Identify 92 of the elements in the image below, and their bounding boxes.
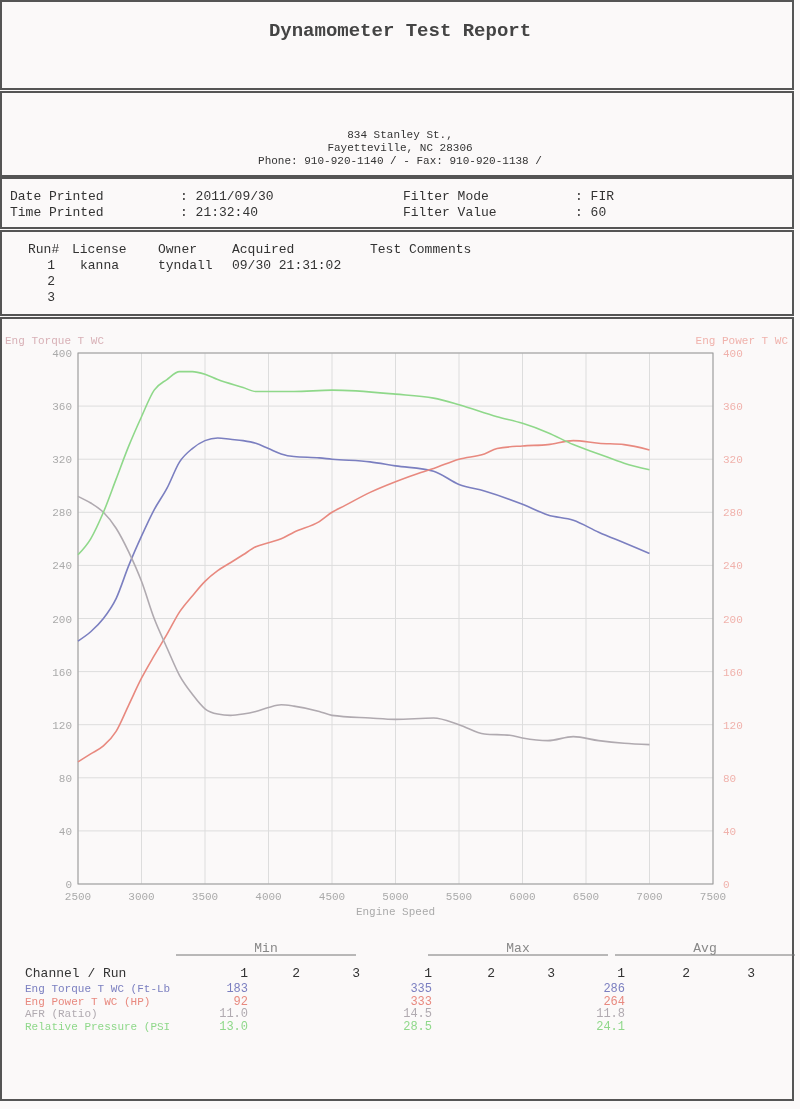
y-tick-label: 280: [52, 507, 72, 520]
text: 3: [547, 966, 555, 981]
y-tick-label: 40: [58, 825, 72, 838]
y-tick-label: 360: [52, 401, 72, 414]
text: : 2011/09/30: [180, 189, 274, 204]
text: 264: [603, 994, 625, 1009]
x-tick-label: 6000: [509, 891, 536, 903]
text: 1: [424, 966, 433, 981]
text: Min: [254, 941, 278, 956]
y2-tick-label: 200: [723, 613, 743, 626]
y-tick-label: 240: [52, 560, 72, 573]
text: AFR (Ratio): [25, 1008, 98, 1020]
y2-tick-label: 320: [723, 454, 743, 467]
y2-tick-label: 120: [723, 719, 743, 732]
y-tick-label: 120: [52, 719, 72, 732]
y-axis-title: Eng Torque T WC: [5, 335, 105, 347]
x-tick-label: 2500: [64, 891, 92, 903]
text: 2: [682, 966, 690, 981]
text: Channel / Run: [25, 966, 127, 981]
text: 1: [240, 966, 249, 981]
line-series: [77, 437, 651, 642]
text: : 60: [575, 205, 607, 220]
y2-tick-label: 240: [723, 560, 743, 573]
text: Acquired: [232, 242, 295, 257]
y2-tick-label: 400: [723, 348, 743, 360]
line-series: [77, 439, 651, 763]
text: 1: [47, 258, 56, 273]
text: Max: [506, 941, 530, 956]
text: Relative Pressure (PSI: [25, 1020, 171, 1033]
text: Filter Value: [403, 205, 497, 220]
text: kanna: [80, 258, 120, 273]
text: Date Printed: [10, 189, 104, 204]
x-tick-label: 6500: [572, 891, 600, 903]
text: Time Printed: [10, 205, 104, 220]
x-tick-label: 3000: [128, 891, 155, 903]
text: Eng Torque T WC (Ft-Lb: [25, 983, 171, 995]
line-series: [77, 495, 651, 746]
text: Owner: [158, 242, 198, 257]
y2-axis-title: Eng Power T WC: [695, 335, 789, 347]
y-tick-label: 160: [52, 666, 72, 679]
text: 09/30 21:31:02: [232, 258, 342, 273]
x-axis-title: Engine Speed: [355, 906, 436, 918]
text: 28.5: [403, 1019, 432, 1034]
text: Avg: [693, 941, 717, 956]
x-tick-label: 5000: [382, 891, 409, 903]
y-tick-label: 80: [58, 772, 72, 785]
chart-title: Dynamometer Test Report: [268, 20, 532, 42]
text: Run#: [28, 242, 60, 257]
text: : FIR: [575, 189, 615, 204]
x-tick-label: 5500: [445, 891, 473, 903]
text: Eng Power T WC (HP): [25, 995, 151, 1008]
text: Fayetteville, NC 28306: [327, 142, 473, 154]
text: Test Comments: [370, 242, 472, 257]
y2-tick-label: 160: [723, 666, 743, 679]
y2-tick-label: 0: [723, 879, 730, 891]
text: 2: [487, 966, 495, 981]
text: 11.0: [219, 1007, 248, 1021]
text: 3: [352, 966, 360, 981]
text: Phone: 910-920-1140 / - Fax: 910-920-1138 /: [258, 155, 542, 167]
text: 2: [292, 966, 300, 981]
text: 1: [617, 966, 626, 981]
x-tick-label: 4500: [318, 891, 346, 903]
text: 335: [410, 982, 432, 996]
text: License: [72, 242, 127, 257]
text: 14.5: [403, 1007, 432, 1021]
y-tick-label: 320: [52, 454, 72, 467]
text: 24.1: [596, 1019, 625, 1034]
text: Filter Mode: [403, 189, 489, 204]
text: 333: [410, 994, 432, 1009]
y-tick-label: 200: [52, 613, 72, 626]
y2-tick-label: 280: [723, 507, 743, 520]
text: 183: [226, 982, 248, 996]
text: tyndall: [158, 258, 213, 273]
line-series: [77, 370, 651, 556]
x-tick-label: 3500: [191, 891, 219, 903]
y-tick-label: 400: [52, 348, 72, 360]
text: 3: [747, 966, 755, 981]
x-tick-label: 7500: [699, 891, 727, 903]
text: 13.0: [219, 1019, 248, 1034]
text: 2: [47, 274, 55, 289]
text: 3: [47, 290, 55, 305]
text: 11.8: [596, 1007, 625, 1021]
text: 286: [603, 982, 625, 996]
y2-tick-label: 80: [723, 772, 737, 785]
y-tick-label: 0: [65, 879, 72, 891]
y2-tick-label: 40: [723, 825, 737, 838]
text: 92: [233, 994, 248, 1009]
y2-tick-label: 360: [723, 401, 743, 414]
x-tick-label: 4000: [255, 891, 282, 903]
text: 834 Stanley St.,: [347, 129, 453, 141]
text: : 21:32:40: [180, 205, 259, 220]
x-tick-label: 7000: [636, 891, 663, 903]
